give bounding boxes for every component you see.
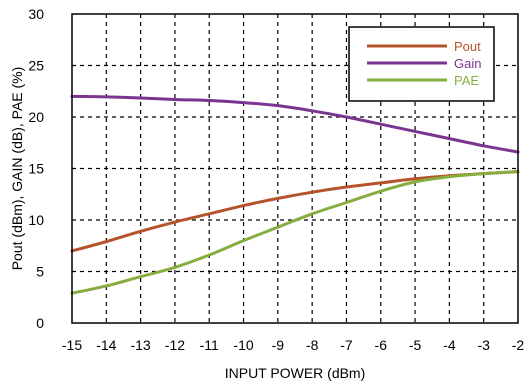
x-tick-label: -10 [233, 337, 253, 353]
x-tick-label: -3 [477, 337, 490, 353]
legend-label-pae: PAE [454, 73, 479, 88]
legend-label-gain: Gain [454, 56, 481, 71]
x-tick-label: -13 [130, 337, 150, 353]
x-tick-label: -2 [512, 337, 525, 353]
y-tick-label: 25 [28, 58, 44, 74]
x-axis-label: INPUT POWER (dBm) [225, 365, 366, 381]
x-tick-label: -5 [409, 337, 422, 353]
x-tick-label: -11 [200, 337, 219, 353]
x-tick-label: -7 [340, 337, 353, 353]
legend-label-pout: Pout [454, 39, 481, 54]
y-tick-label: 20 [28, 109, 44, 125]
x-tick-label: -9 [272, 337, 285, 353]
x-tick-label: -12 [165, 337, 185, 353]
y-tick-label: 5 [36, 264, 44, 280]
y-axis-label: Pout (dBm), GAIN (dB), PAE (%) [9, 67, 25, 271]
x-tick-label: -8 [306, 337, 319, 353]
series-line-gain [70, 94, 520, 154]
x-tick-label: -14 [96, 337, 116, 353]
y-tick-labels: 0 5 10 15 20 25 30 [28, 6, 44, 331]
y-tick-label: 15 [28, 161, 44, 177]
legend: Pout Gain PAE [348, 26, 495, 102]
series-line-pout [70, 170, 520, 253]
plot-frame [71, 13, 519, 324]
x-tick-labels: -15 -14 -13 -12 -11 -10 -9 -8 -7 -6 -5 -4 -3 -2 [62, 337, 525, 353]
y-tick-label: 0 [36, 315, 44, 331]
y-tick-label: 30 [28, 6, 44, 22]
series-line-pae [70, 170, 520, 295]
x-tick-label: -4 [443, 337, 456, 353]
y-tick-label: 10 [28, 212, 44, 228]
x-tick-label: -15 [62, 337, 82, 353]
series-layer [70, 94, 520, 295]
x-tick-label: -6 [375, 337, 388, 353]
